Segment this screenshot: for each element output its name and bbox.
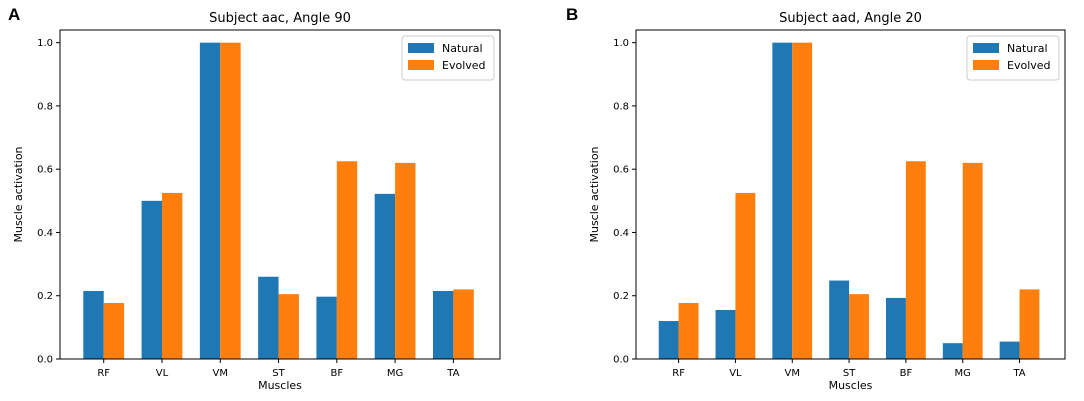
x-tick-label: VL — [729, 368, 742, 379]
y-tick-label: 0.4 — [37, 228, 53, 239]
x-tick-label: MG — [955, 368, 971, 379]
legend-swatch-evolved — [408, 60, 434, 70]
bar-natural-bf — [316, 296, 337, 359]
panel-label: A — [8, 5, 20, 24]
x-tick-label: TA — [1012, 368, 1025, 379]
y-tick-label: 0.4 — [613, 228, 629, 239]
plot-frame — [635, 29, 1066, 360]
x-tick-label: MG — [387, 368, 403, 379]
chart-panel-a: A Subject aac, Angle 90 RF VL VM ST BF MG TA 0.0 0… — [8, 5, 501, 392]
bar-evolved-mg — [962, 162, 983, 359]
bar-evolved-bf — [336, 161, 358, 359]
x-tick-label: RF — [672, 368, 685, 379]
bar-evolved-ta — [453, 289, 474, 359]
bar-evolved-vl — [735, 192, 756, 359]
y-tick-label: 0.0 — [37, 355, 53, 366]
bar-natural-rf — [83, 290, 104, 359]
panel-label: B — [566, 5, 578, 24]
bar-evolved-mg — [395, 162, 416, 359]
y-tick-label: 0.6 — [37, 165, 53, 176]
legend-swatch-natural — [973, 43, 999, 53]
y-tick-label: 0.8 — [613, 101, 629, 112]
y-tick-label: 1.0 — [37, 38, 53, 49]
y-tick-label: 1.0 — [613, 38, 629, 49]
bar-evolved-bf — [905, 161, 926, 359]
bar-evolved-rf — [103, 303, 125, 359]
plot-frame — [59, 29, 501, 360]
bar-natural-mg — [942, 343, 963, 359]
legend-swatch-natural — [408, 43, 434, 53]
x-tick-label: VM — [213, 368, 228, 379]
x-tick-label: RF — [97, 368, 110, 379]
y-tick-label: 0.0 — [613, 355, 629, 366]
x-tick-label: BF — [331, 368, 344, 379]
y-tick-label: 0.6 — [613, 165, 629, 176]
x-tick-label: TA — [446, 368, 459, 379]
x-tick-label: VL — [156, 368, 169, 379]
legend-label-natural: Natural — [1007, 42, 1048, 55]
chart-title: Subject aac, Angle 90 — [209, 11, 351, 26]
y-axis-label: Muscle activation — [588, 146, 601, 242]
bar-natural-vm — [772, 42, 793, 360]
legend-swatch-evolved — [973, 60, 999, 70]
bar-evolved-vl — [161, 192, 183, 359]
bar-natural-st — [829, 280, 850, 359]
y-axis-label: Muscle activation — [12, 146, 25, 242]
x-tick-label: ST — [272, 368, 285, 379]
x-tick-label: BF — [900, 368, 913, 379]
bar-natural-vl — [715, 309, 736, 359]
x-axis-label: Muscles — [258, 379, 302, 392]
bar-natural-vl — [141, 200, 162, 359]
bar-evolved-ta — [1019, 289, 1040, 359]
bar-natural-rf — [658, 321, 679, 359]
bar-natural-bf — [886, 297, 906, 359]
y-tick-label: 0.8 — [37, 101, 53, 112]
chart-title: Subject aad, Angle 20 — [779, 11, 922, 26]
chart-panel-b: B Subject aad, Angle 20 RF VL VM ST BF MG TA 0.0 0… — [566, 5, 1066, 392]
bar-evolved-rf — [678, 303, 699, 359]
bar-evolved-st — [849, 294, 869, 359]
bar-evolved-st — [278, 294, 299, 359]
legend-label-evolved: Evolved — [442, 59, 486, 72]
y-tick-label: 0.2 — [37, 291, 53, 302]
x-tick-label: ST — [843, 368, 856, 379]
y-tick-label: 0.2 — [613, 291, 629, 302]
bar-natural-mg — [374, 193, 396, 359]
legend-label-natural: Natural — [442, 42, 483, 55]
x-tick-label: VM — [785, 368, 800, 379]
bar-natural-vm — [199, 42, 221, 360]
bar-evolved-vm — [220, 42, 241, 360]
bar-natural-ta — [432, 290, 454, 359]
x-axis-label: Muscles — [829, 379, 873, 392]
legend-label-evolved: Evolved — [1007, 59, 1051, 72]
bar-natural-st — [258, 276, 279, 359]
bar-evolved-vm — [792, 42, 813, 360]
bar-natural-ta — [999, 341, 1020, 359]
